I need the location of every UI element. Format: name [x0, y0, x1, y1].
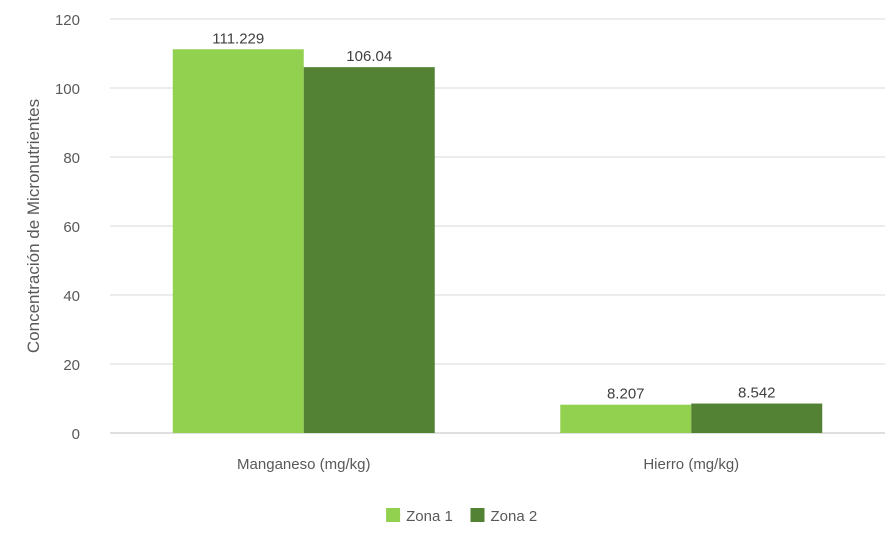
y-tick-label: 80: [63, 150, 80, 167]
axes: 0 20 40 60 80 100 120 Concentración de Micronut…: [24, 12, 739, 473]
y-tick-label: 100: [55, 81, 80, 98]
legend-label: Zona 2: [491, 508, 538, 525]
data-label: 8.542: [738, 385, 776, 402]
y-tick-label: 20: [63, 357, 80, 374]
legend: Zona 1 Zona 2: [386, 508, 537, 525]
y-tick-label: 60: [63, 219, 80, 236]
bar: [303, 67, 435, 434]
bars: [172, 49, 823, 434]
bar: [560, 404, 692, 433]
x-tick-label: Hierro (mg/kg): [643, 456, 739, 473]
bar: [691, 403, 823, 433]
y-tick-label: 0: [72, 426, 80, 443]
bar: [172, 49, 304, 433]
data-label: 8.207: [607, 386, 645, 403]
y-axis-title: Concentración de Micronutrientes: [24, 99, 43, 353]
y-tick-label: 40: [63, 288, 80, 305]
legend-label: Zona 1: [406, 508, 453, 525]
data-label: 106.04: [346, 48, 392, 65]
legend-swatch: [386, 508, 401, 522]
y-tick-label: 120: [55, 12, 80, 29]
data-labels: 111.229 106.04 8.207 8.542: [212, 30, 775, 402]
data-label: 111.229: [212, 30, 264, 47]
legend-swatch: [470, 508, 485, 522]
x-tick-label: Manganeso (mg/kg): [237, 456, 370, 473]
